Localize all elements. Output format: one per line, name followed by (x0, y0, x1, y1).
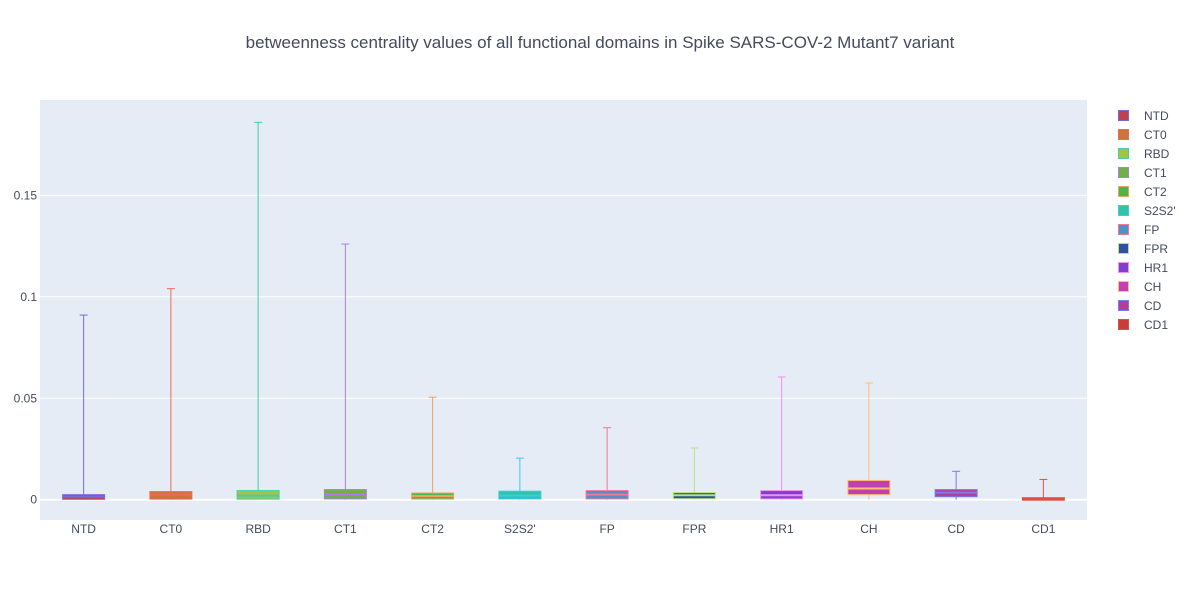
y-tick-label: 0.15 (14, 188, 38, 202)
legend-swatch (1118, 300, 1129, 311)
x-tick-label: CH (860, 522, 877, 536)
legend-label: CT1 (1144, 165, 1167, 180)
x-tick-label: CD (947, 522, 965, 536)
legend-item[interactable]: FP (1118, 220, 1176, 239)
boxes[interactable] (62, 121, 1065, 501)
x-axis-ticks: NTD CT0 RBD CT1 CT2 S2S2' FP FPR HR1 CH CD CD1 (71, 522, 1055, 536)
legend-item[interactable]: NTD (1118, 106, 1176, 125)
legend-label: CD (1144, 298, 1162, 313)
legend-swatch (1118, 319, 1129, 330)
x-tick-label: NTD (71, 522, 96, 536)
legend-label: CH (1144, 279, 1162, 294)
box-ct0[interactable] (149, 288, 193, 500)
y-tick-label: 0.1 (20, 290, 37, 304)
x-tick-label: CT0 (160, 522, 183, 536)
legend-label: CD1 (1144, 317, 1169, 332)
box-ct2[interactable] (411, 396, 455, 500)
x-tick-label: CT2 (421, 522, 444, 536)
legend-swatch (1118, 110, 1129, 121)
legend-item[interactable]: RBD (1118, 144, 1176, 163)
x-tick-label: HR1 (770, 522, 794, 536)
box-rbd[interactable] (236, 121, 280, 500)
legend-swatch (1118, 281, 1129, 292)
box-ct1[interactable] (323, 243, 367, 500)
legend-swatch (1118, 205, 1129, 216)
box-fp[interactable] (585, 427, 629, 500)
legend-label: S2S2' (1144, 203, 1176, 218)
y-tick-label: 0.05 (14, 391, 38, 405)
x-tick-label: S2S2' (504, 522, 536, 536)
x-tick-label: CD1 (1031, 522, 1055, 536)
legend-item[interactable]: FPR (1118, 239, 1176, 258)
legend-item[interactable]: CT0 (1118, 125, 1176, 144)
legend-item[interactable]: S2S2' (1118, 201, 1176, 220)
legend-item[interactable]: CT2 (1118, 182, 1176, 201)
box-s2s2[interactable] (498, 457, 542, 500)
legend-swatch (1118, 243, 1129, 254)
legend-label: CT0 (1144, 127, 1167, 142)
y-tick-label: 0 (30, 493, 37, 507)
legend-swatch (1118, 262, 1129, 273)
legend-label: FPR (1144, 241, 1168, 256)
box-ntd[interactable] (62, 314, 106, 500)
legend-item[interactable]: CH (1118, 277, 1176, 296)
gridlines (40, 194, 1087, 501)
legend-label: NTD (1144, 108, 1169, 123)
x-tick-label: FP (599, 522, 614, 536)
legend-item[interactable]: CD (1118, 296, 1176, 315)
plot-area-background (40, 100, 1087, 520)
legend-label: HR1 (1144, 260, 1169, 275)
box-cd1[interactable] (1021, 478, 1065, 501)
legend-label: FP (1144, 222, 1160, 237)
legend-label: CT2 (1144, 184, 1167, 199)
box-body[interactable] (847, 479, 891, 496)
legend-label: RBD (1144, 146, 1170, 161)
box-hr1[interactable] (760, 376, 804, 500)
legend-swatch (1118, 186, 1129, 197)
box-cd[interactable] (934, 470, 978, 500)
legend-item[interactable]: CT1 (1118, 163, 1176, 182)
y-axis-ticks: 0 0.05 0.1 0.15 (14, 188, 38, 506)
x-tick-label: FPR (682, 522, 706, 536)
box-fpr[interactable] (672, 447, 716, 500)
x-tick-label: CT1 (334, 522, 357, 536)
legend-swatch (1118, 167, 1129, 178)
chart-title: betweenness centrality values of all fun… (245, 33, 955, 52)
x-tick-label: RBD (245, 522, 271, 536)
legend-swatch (1118, 148, 1129, 159)
legend-item[interactable]: HR1 (1118, 258, 1176, 277)
legend-swatch (1118, 129, 1129, 140)
legend-swatch (1118, 224, 1129, 235)
legend-item[interactable]: CD1 (1118, 315, 1176, 334)
box-ch[interactable] (847, 382, 891, 500)
legend[interactable]: NTD CT0 RBD CT1 CT2 S2S2' FP FPR HR1 CH CD CD1 (1118, 106, 1176, 334)
